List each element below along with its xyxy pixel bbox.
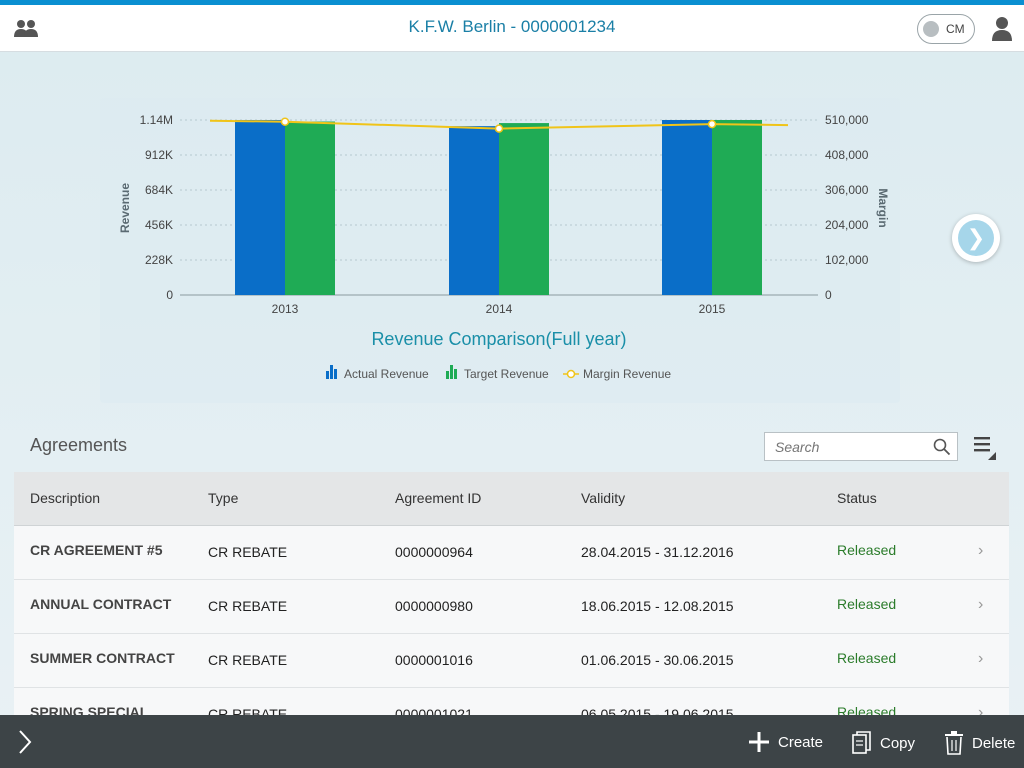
y2-tick-label: 0 bbox=[825, 288, 832, 302]
search-icon[interactable] bbox=[933, 438, 951, 461]
cm-toggle[interactable]: CM bbox=[917, 14, 975, 44]
bar-actual-revenue bbox=[449, 126, 499, 295]
row-status: Released bbox=[837, 542, 897, 558]
y-tick-label: 0 bbox=[166, 288, 173, 302]
row-validity: 28.04.2015 - 31.12.2016 bbox=[581, 544, 734, 560]
table-row[interactable]: ANNUAL CONTRACT CR REBATE 0000000980 18.… bbox=[14, 580, 1009, 634]
user-icon[interactable] bbox=[992, 16, 1012, 47]
row-status: Released bbox=[837, 596, 897, 612]
column-header-type[interactable]: Type bbox=[208, 490, 239, 506]
x-tick-label: 2014 bbox=[486, 302, 513, 316]
legend-icon bbox=[454, 369, 457, 379]
delete-label: Delete bbox=[972, 734, 1016, 752]
trash-icon bbox=[945, 731, 963, 755]
legend-icon bbox=[566, 369, 576, 379]
agreements-title: Agreements bbox=[30, 435, 128, 455]
toggle-label: CM bbox=[946, 22, 965, 36]
copy-icon bbox=[852, 731, 871, 754]
y-tick-label: 1.14M bbox=[140, 113, 173, 127]
table-row[interactable]: CR AGREEMENT #5 CR REBATE 0000000964 28.… bbox=[14, 526, 1009, 580]
column-header-agreement-id[interactable]: Agreement ID bbox=[395, 490, 482, 506]
point-margin-revenue bbox=[280, 117, 290, 126]
row-description: CR AGREEMENT #5 bbox=[30, 542, 163, 558]
point-margin-revenue bbox=[707, 119, 717, 129]
bar-target-revenue bbox=[499, 123, 549, 295]
top-accent-bar bbox=[0, 0, 1024, 5]
delete-button[interactable]: Delete bbox=[944, 731, 1015, 755]
legend-icon bbox=[334, 369, 337, 379]
column-header-description[interactable]: Description bbox=[30, 490, 101, 506]
legend-label: Target Revenue bbox=[464, 367, 549, 381]
chevron-right-icon[interactable]: › bbox=[978, 650, 984, 667]
table-header: Description Type Agreement ID Validity S… bbox=[14, 472, 1009, 526]
point-margin-revenue bbox=[494, 124, 504, 133]
copy-button[interactable]: Copy bbox=[852, 731, 915, 755]
expand-chevron-icon[interactable] bbox=[18, 729, 32, 755]
y2-axis-label: Margin bbox=[876, 188, 890, 227]
agreements-table: Description Type Agreement ID Validity S… bbox=[14, 472, 1009, 742]
revenue-chart: 0 228K 456K 684K 912K 1.14M 0 102,000 204,000 30… bbox=[118, 113, 890, 381]
chevron-right-icon[interactable]: › bbox=[978, 542, 984, 559]
y-tick-label: 228K bbox=[145, 253, 173, 267]
create-button[interactable]: Create bbox=[748, 731, 823, 753]
chart-title: Revenue Comparison(Full year) bbox=[371, 329, 626, 349]
legend-icon bbox=[326, 371, 329, 379]
column-header-status[interactable]: Status bbox=[837, 490, 877, 506]
copy-label: Copy bbox=[880, 734, 916, 752]
bar-target-revenue bbox=[285, 121, 335, 295]
row-description: SUMMER CONTRACT bbox=[30, 650, 175, 666]
row-agreement-id: 0000000964 bbox=[395, 544, 473, 560]
toggle-knob bbox=[923, 21, 939, 37]
footer-toolbar: Create Copy Delete bbox=[0, 715, 1024, 768]
legend-icon bbox=[446, 371, 449, 379]
table-row[interactable]: SUMMER CONTRACT CR REBATE 0000001016 01.… bbox=[14, 634, 1009, 688]
row-status: Released bbox=[837, 650, 897, 666]
column-header-validity[interactable]: Validity bbox=[581, 490, 626, 506]
create-label: Create bbox=[778, 733, 824, 751]
row-type: CR REBATE bbox=[208, 598, 288, 614]
row-type: CR REBATE bbox=[208, 544, 288, 560]
x-tick-label: 2015 bbox=[699, 302, 726, 316]
row-agreement-id: 0000000980 bbox=[395, 598, 473, 614]
y2-tick-label: 306,000 bbox=[825, 183, 869, 197]
y2-tick-label: 408,000 bbox=[825, 148, 869, 162]
y-tick-label: 684K bbox=[145, 183, 173, 197]
search-box bbox=[764, 432, 958, 461]
chevron-right-icon: ❯ bbox=[958, 220, 994, 256]
plus-icon bbox=[749, 732, 769, 752]
legend-label: Margin Revenue bbox=[583, 367, 671, 381]
header: K.F.W. Berlin - 0000001234 CM bbox=[0, 5, 1024, 52]
y2-tick-label: 102,000 bbox=[825, 253, 869, 267]
y-axis-label: Revenue bbox=[118, 183, 132, 233]
chevron-right-icon[interactable]: › bbox=[978, 596, 984, 613]
search-input[interactable] bbox=[765, 433, 925, 460]
people-icon[interactable] bbox=[14, 19, 40, 44]
row-type: CR REBATE bbox=[208, 652, 288, 668]
y-tick-label: 456K bbox=[145, 218, 173, 232]
row-description: ANNUAL CONTRACT bbox=[30, 596, 172, 612]
y-tick-label: 912K bbox=[145, 148, 173, 162]
legend-icon bbox=[450, 365, 453, 379]
table-settings-icon[interactable] bbox=[972, 434, 1000, 467]
legend-icon bbox=[330, 365, 333, 379]
legend-label: Actual Revenue bbox=[344, 367, 429, 381]
bar-actual-revenue bbox=[662, 120, 712, 295]
y2-tick-label: 204,000 bbox=[825, 218, 869, 232]
bar-actual-revenue bbox=[235, 120, 285, 295]
next-chart-button[interactable]: ❯ bbox=[952, 214, 1000, 262]
x-tick-label: 2013 bbox=[272, 302, 299, 316]
chevron-right-icon[interactable]: › bbox=[978, 704, 984, 721]
row-agreement-id: 0000001016 bbox=[395, 652, 473, 668]
y2-tick-label: 510,000 bbox=[825, 113, 869, 127]
page-title: K.F.W. Berlin - 0000001234 bbox=[408, 17, 616, 36]
bar-target-revenue bbox=[712, 120, 762, 295]
row-validity: 18.06.2015 - 12.08.2015 bbox=[581, 598, 734, 614]
row-validity: 01.06.2015 - 30.06.2015 bbox=[581, 652, 734, 668]
